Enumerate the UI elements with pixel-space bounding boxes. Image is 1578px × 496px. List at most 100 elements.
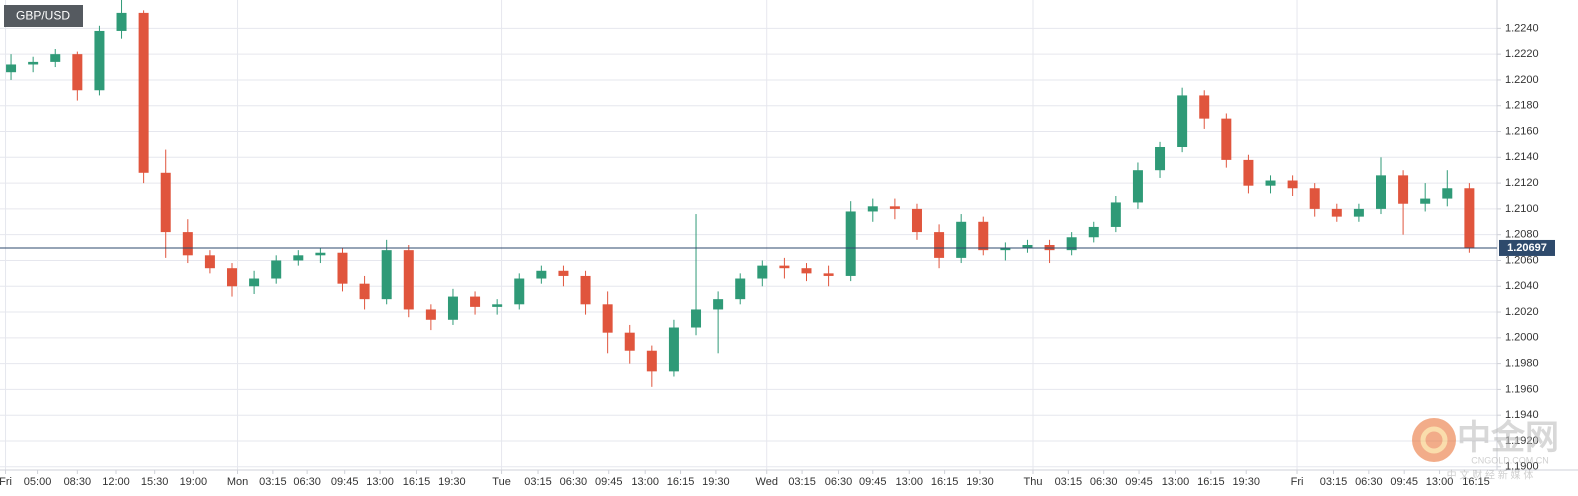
x-tick-label: 16:15: [403, 476, 431, 488]
candle-body: [580, 275, 591, 305]
candle-body: [934, 232, 945, 258]
candle-body: [337, 252, 348, 284]
candles: [6, 0, 1475, 387]
candle-body: [50, 54, 61, 62]
candle-body: [713, 299, 724, 310]
candle-body: [1177, 95, 1188, 147]
candle-body: [447, 296, 458, 320]
candle-body: [227, 268, 238, 287]
symbol-label: GBP/USD: [16, 9, 70, 23]
candle-body: [978, 221, 989, 251]
y-tick-label: 1.2220: [1505, 48, 1539, 60]
candle-body: [668, 327, 679, 372]
candle-body: [470, 296, 481, 307]
candle-body: [779, 265, 790, 269]
x-tick-label: 13:00: [1162, 476, 1190, 488]
candle-body: [72, 54, 83, 91]
candle-body: [1265, 180, 1276, 186]
watermark-logo-swirl: [1420, 426, 1448, 454]
watermark: 中金网 CNGOLD.COM.CN 中 文 财 经 新 媒 体: [1412, 418, 1559, 482]
x-tick-label: 06:30: [825, 476, 853, 488]
candle-body: [757, 265, 768, 279]
candle-body: [1066, 237, 1077, 251]
y-tick-label: 1.2120: [1505, 177, 1539, 189]
x-tick-label: 03:15: [259, 476, 287, 488]
y-tick-label: 1.2080: [1505, 229, 1539, 241]
candle-body: [1442, 188, 1453, 199]
y-tick-label: 1.1900: [1505, 461, 1539, 473]
candle-body: [6, 64, 17, 73]
candle-body: [116, 12, 127, 31]
candle-body: [381, 250, 392, 300]
y-tick-label: 1.1920: [1505, 435, 1539, 447]
candle-body: [1155, 146, 1166, 171]
candle-body: [536, 270, 547, 279]
y-tick-label: 1.2100: [1505, 203, 1539, 215]
x-tick-label: 16:15: [667, 476, 695, 488]
x-tick-label: 09:45: [1125, 476, 1153, 488]
candle-body: [646, 350, 657, 372]
watermark-logo: 中金网: [1457, 418, 1559, 457]
candle-body: [1464, 188, 1475, 248]
x-tick-label: Thu: [1024, 476, 1043, 488]
candle-body: [823, 273, 834, 276]
candle-body: [801, 268, 812, 274]
x-tick-label: 13:00: [631, 476, 659, 488]
candle-body: [956, 221, 967, 258]
x-tick-label: 03:15: [1055, 476, 1083, 488]
x-tick-label: 09:45: [331, 476, 359, 488]
y-tick-label: 1.2200: [1505, 74, 1539, 86]
candle-body: [1022, 244, 1033, 248]
x-tick-label: 19:30: [1232, 476, 1260, 488]
axes: 1.1900 1.1920 1.1940 1.1960 1.1980 1.2000 1.20…: [0, 22, 1555, 488]
watermark-tagline: 中 文 财 经 新 媒 体: [1447, 469, 1534, 482]
x-tick-label: 12:00: [102, 476, 130, 488]
x-tick-label: 06:30: [560, 476, 588, 488]
x-tick-label: 08:30: [64, 476, 92, 488]
watermark-domain: CNGOLD.COM.CN: [1471, 455, 1549, 465]
x-tick-label: Fri: [0, 476, 12, 488]
candle-body: [735, 278, 746, 300]
candle-body: [94, 30, 105, 91]
candle-body: [182, 232, 193, 256]
candle-body: [1331, 208, 1342, 217]
y-tick-label: 1.2020: [1505, 306, 1539, 318]
candle-body: [138, 12, 149, 173]
x-tick-label: Wed: [756, 476, 778, 488]
x-tick-label: 13:00: [895, 476, 923, 488]
candle-body: [204, 255, 215, 269]
y-tick-label: 1.1960: [1505, 383, 1539, 395]
candle-body: [624, 332, 635, 351]
candle-body: [1243, 159, 1254, 186]
x-tick-label: 19:00: [180, 476, 208, 488]
candle-body: [889, 206, 900, 209]
x-tick-label: 06:30: [1355, 476, 1383, 488]
candle-body: [1287, 180, 1298, 189]
candle-body: [1398, 175, 1409, 204]
x-tick-label: Fri: [1291, 476, 1304, 488]
x-tick-label: 03:15: [788, 476, 816, 488]
candle-body: [1000, 247, 1011, 251]
candle-body: [425, 309, 436, 320]
candle-body: [403, 250, 414, 310]
y-tick-label: 1.1940: [1505, 409, 1539, 421]
y-tick-label: 1.2180: [1505, 100, 1539, 112]
candle-body: [492, 304, 503, 307]
candle-body: [359, 283, 370, 300]
x-tick-label: 09:45: [859, 476, 887, 488]
candle-body: [249, 278, 260, 287]
last-price-label: 1.20697: [1507, 242, 1547, 254]
candle-body: [1088, 226, 1099, 238]
x-tick-label: 19:30: [966, 476, 994, 488]
candle-body: [160, 172, 171, 233]
x-tick-label: 09:45: [595, 476, 623, 488]
x-tick-label: 09:45: [1390, 476, 1418, 488]
x-tick-label: 13:00: [1426, 476, 1454, 488]
candle-body: [558, 270, 569, 276]
watermark-logo-mark: [1412, 418, 1456, 462]
candle-body: [911, 208, 922, 233]
candle-body: [28, 61, 39, 65]
last-price-badge: [1499, 239, 1555, 256]
y-tick-label: 1.2160: [1505, 125, 1539, 137]
